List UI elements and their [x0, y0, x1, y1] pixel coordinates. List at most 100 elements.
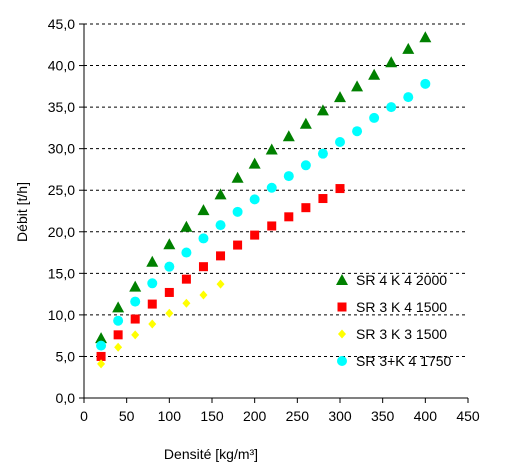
axes — [79, 23, 469, 403]
series-3 — [97, 279, 225, 369]
data-point — [419, 31, 432, 43]
legend: SR 4 K 4 2000 SR 3 K 4 1500 SR 3 K 3 1500 S… — [336, 272, 452, 369]
data-point — [131, 330, 140, 340]
data-point — [96, 340, 107, 351]
data-point — [334, 91, 346, 103]
data-point — [216, 279, 225, 289]
data-point — [165, 308, 174, 318]
y-tick-label: 5,0 — [56, 348, 76, 364]
data-point — [402, 42, 415, 54]
data-point — [249, 194, 260, 205]
y-tick-label: 0,0 — [56, 390, 76, 406]
data-point — [199, 290, 208, 300]
data-point — [232, 206, 243, 217]
data-point — [403, 92, 414, 103]
series-2 — [96, 184, 345, 361]
data-point — [130, 314, 140, 324]
legend-label: SR 3+K 4 1750 — [356, 353, 452, 369]
data-point — [284, 212, 294, 222]
x-tick-label: 150 — [200, 408, 224, 424]
data-point — [129, 280, 142, 292]
legend-label: SR 3 K 3 1500 — [356, 326, 447, 342]
data-point — [216, 251, 226, 261]
data-point — [283, 171, 294, 182]
data-point — [369, 112, 380, 123]
data-point — [386, 102, 397, 113]
series-4 — [96, 78, 431, 351]
y-tick-label: 15,0 — [48, 265, 75, 281]
y-tick-label: 25,0 — [48, 182, 75, 198]
legend-label: SR 4 K 4 2000 — [356, 272, 447, 288]
data-point — [198, 233, 209, 244]
data-point — [231, 171, 244, 183]
data-point — [164, 261, 175, 272]
x-tick-label: 400 — [414, 408, 438, 424]
data-point — [266, 182, 277, 193]
data-point — [299, 117, 312, 129]
y-tick-label: 30,0 — [48, 141, 75, 157]
data-point — [146, 255, 159, 267]
y-axis-title: Débit [t/h] — [14, 182, 30, 242]
x-tick-label: 200 — [243, 408, 267, 424]
data-point — [233, 240, 243, 250]
data-point — [147, 278, 158, 289]
data-point — [113, 330, 123, 340]
y-tick-labels: 0,0 5,0 10,0 15,0 20,0 25,0 30,0 35,0 40,0 45,0 — [48, 16, 75, 406]
legend-marker — [337, 356, 347, 366]
gridlines — [84, 23, 468, 357]
data-point — [215, 220, 226, 231]
data-point — [96, 351, 106, 361]
x-tick-label: 0 — [80, 408, 88, 424]
data-point — [317, 148, 328, 159]
data-point — [267, 221, 277, 231]
data-point — [198, 262, 208, 272]
data-point — [182, 298, 191, 308]
legend-marker — [337, 302, 347, 312]
data-point — [318, 194, 328, 204]
data-point — [248, 157, 261, 169]
data-point — [95, 332, 108, 344]
data-series — [95, 31, 432, 369]
data-point — [114, 342, 123, 352]
data-point — [112, 301, 125, 313]
y-tick-label: 10,0 — [48, 307, 75, 323]
data-point — [250, 230, 260, 240]
data-point — [148, 319, 157, 329]
data-point — [385, 56, 398, 68]
y-tick-label: 45,0 — [48, 16, 75, 32]
data-point — [352, 126, 363, 137]
x-tick-labels: 0 50 100 150 200 250 300 350 400 450 — [80, 408, 480, 424]
data-point — [420, 78, 431, 89]
data-point — [164, 287, 174, 297]
legend-marker — [336, 274, 348, 285]
data-point — [351, 80, 364, 92]
legend-marker — [338, 329, 346, 339]
x-tick-label: 450 — [456, 408, 480, 424]
data-point — [97, 359, 106, 369]
data-point — [181, 247, 192, 258]
data-point — [163, 238, 176, 250]
data-point — [282, 130, 295, 142]
legend-label: SR 3 K 4 1500 — [356, 299, 447, 315]
data-point — [335, 184, 345, 194]
x-tick-label: 300 — [328, 408, 352, 424]
data-point — [147, 299, 157, 309]
data-point — [316, 104, 329, 116]
data-point — [300, 160, 311, 171]
data-point — [265, 143, 278, 155]
data-point — [130, 296, 141, 307]
data-point — [180, 220, 193, 232]
y-tick-label: 20,0 — [48, 224, 75, 240]
x-tick-label: 100 — [158, 408, 182, 424]
y-tick-label: 35,0 — [48, 99, 75, 115]
data-point — [335, 137, 345, 148]
data-point — [181, 274, 191, 284]
data-point — [368, 68, 381, 80]
data-point — [113, 315, 124, 326]
x-tick-label: 350 — [371, 408, 395, 424]
series-1 — [95, 31, 432, 344]
y-tick-label: 40,0 — [48, 58, 75, 74]
data-point — [214, 188, 227, 200]
